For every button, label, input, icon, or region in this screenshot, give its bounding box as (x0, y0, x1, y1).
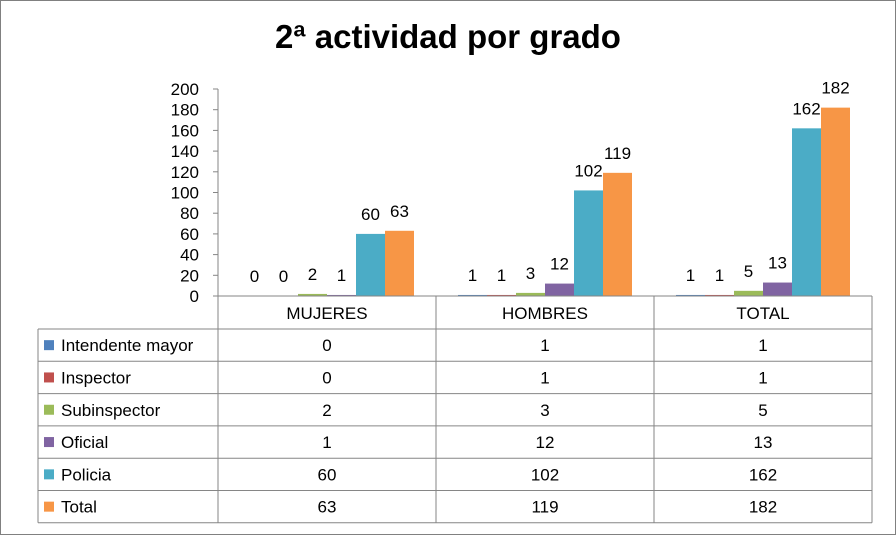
table-cell: 102 (531, 465, 559, 484)
legend-key (44, 469, 54, 480)
y-tick-label: 140 (171, 142, 199, 161)
y-tick-label: 100 (171, 184, 199, 203)
series-name: Policia (61, 465, 112, 484)
table-cell: 60 (318, 465, 337, 484)
bar (763, 282, 792, 296)
table-cell: 1 (758, 368, 767, 387)
bar (545, 283, 574, 296)
y-tick-label: 20 (180, 266, 199, 285)
data-label: 182 (821, 79, 849, 98)
bar (705, 294, 734, 296)
bar (298, 293, 327, 296)
y-tick-label: 40 (180, 246, 199, 265)
data-label: 60 (361, 205, 380, 224)
data-label: 1 (337, 266, 346, 285)
y-tick-label: 120 (171, 163, 199, 182)
table-cell: 2 (322, 401, 331, 420)
data-label: 102 (574, 161, 602, 180)
data-label: 63 (390, 202, 409, 221)
series-name: Total (61, 498, 97, 517)
category-label: TOTAL (736, 304, 789, 323)
chart-title: 2ª actividad por grado (275, 18, 621, 55)
y-tick-label: 200 (171, 80, 199, 99)
bar (821, 107, 850, 296)
table-cell: 182 (749, 498, 777, 517)
series-name: Intendente mayor (61, 336, 194, 355)
y-tick-label: 160 (171, 121, 199, 140)
series-name: Subinspector (61, 401, 161, 420)
table-cell: 1 (540, 368, 549, 387)
bar (385, 230, 414, 296)
bar (734, 290, 763, 296)
data-label: 1 (715, 266, 724, 285)
series-name: Inspector (61, 368, 131, 387)
table-cell: 63 (318, 498, 337, 517)
data-label: 162 (792, 99, 820, 118)
table-cell: 0 (322, 368, 331, 387)
legend-key (44, 372, 54, 383)
data-label: 3 (526, 264, 535, 283)
data-label: 1 (686, 266, 695, 285)
data-label: 119 (604, 144, 631, 163)
table-cell: 162 (749, 465, 777, 484)
y-tick-label: 180 (171, 101, 199, 120)
bar (327, 294, 356, 296)
table-cell: 5 (758, 401, 767, 420)
bar (356, 233, 385, 296)
bar (574, 190, 603, 296)
bar (458, 294, 487, 296)
category-label: MUJERES (286, 304, 367, 323)
table-cell: 0 (322, 336, 331, 355)
bar (792, 128, 821, 296)
data-label: 1 (468, 266, 477, 285)
table-cell: 119 (531, 498, 558, 517)
table-cell: 1 (322, 433, 331, 452)
category-label: HOMBRES (502, 304, 588, 323)
table-cell: 13 (754, 433, 773, 452)
data-label: 13 (768, 254, 787, 273)
table-cell: 1 (758, 336, 767, 355)
data-label: 1 (497, 266, 506, 285)
legend-key (44, 340, 54, 351)
y-tick-label: 0 (190, 287, 199, 306)
legend-key (44, 437, 54, 448)
data-table: MUJERES HOMBRES TOTAL Intendente mayor 0 1 1 In… (37, 295, 873, 524)
legend-key (44, 501, 54, 512)
legend-key (44, 404, 54, 415)
bar (516, 292, 545, 296)
data-label: 0 (279, 267, 288, 286)
bar (603, 172, 632, 296)
table-cell: 3 (540, 401, 549, 420)
bar (487, 294, 516, 296)
y-tick-label: 80 (180, 204, 199, 223)
bar (676, 294, 705, 296)
data-label: 5 (744, 262, 753, 281)
series-name: Oficial (61, 433, 108, 452)
data-label: 2 (308, 265, 317, 284)
data-label: 0 (250, 267, 259, 286)
table-cell: 1 (540, 336, 549, 355)
table-cell: 12 (536, 433, 555, 452)
y-tick-label: 60 (180, 225, 199, 244)
data-label: 12 (550, 255, 569, 274)
